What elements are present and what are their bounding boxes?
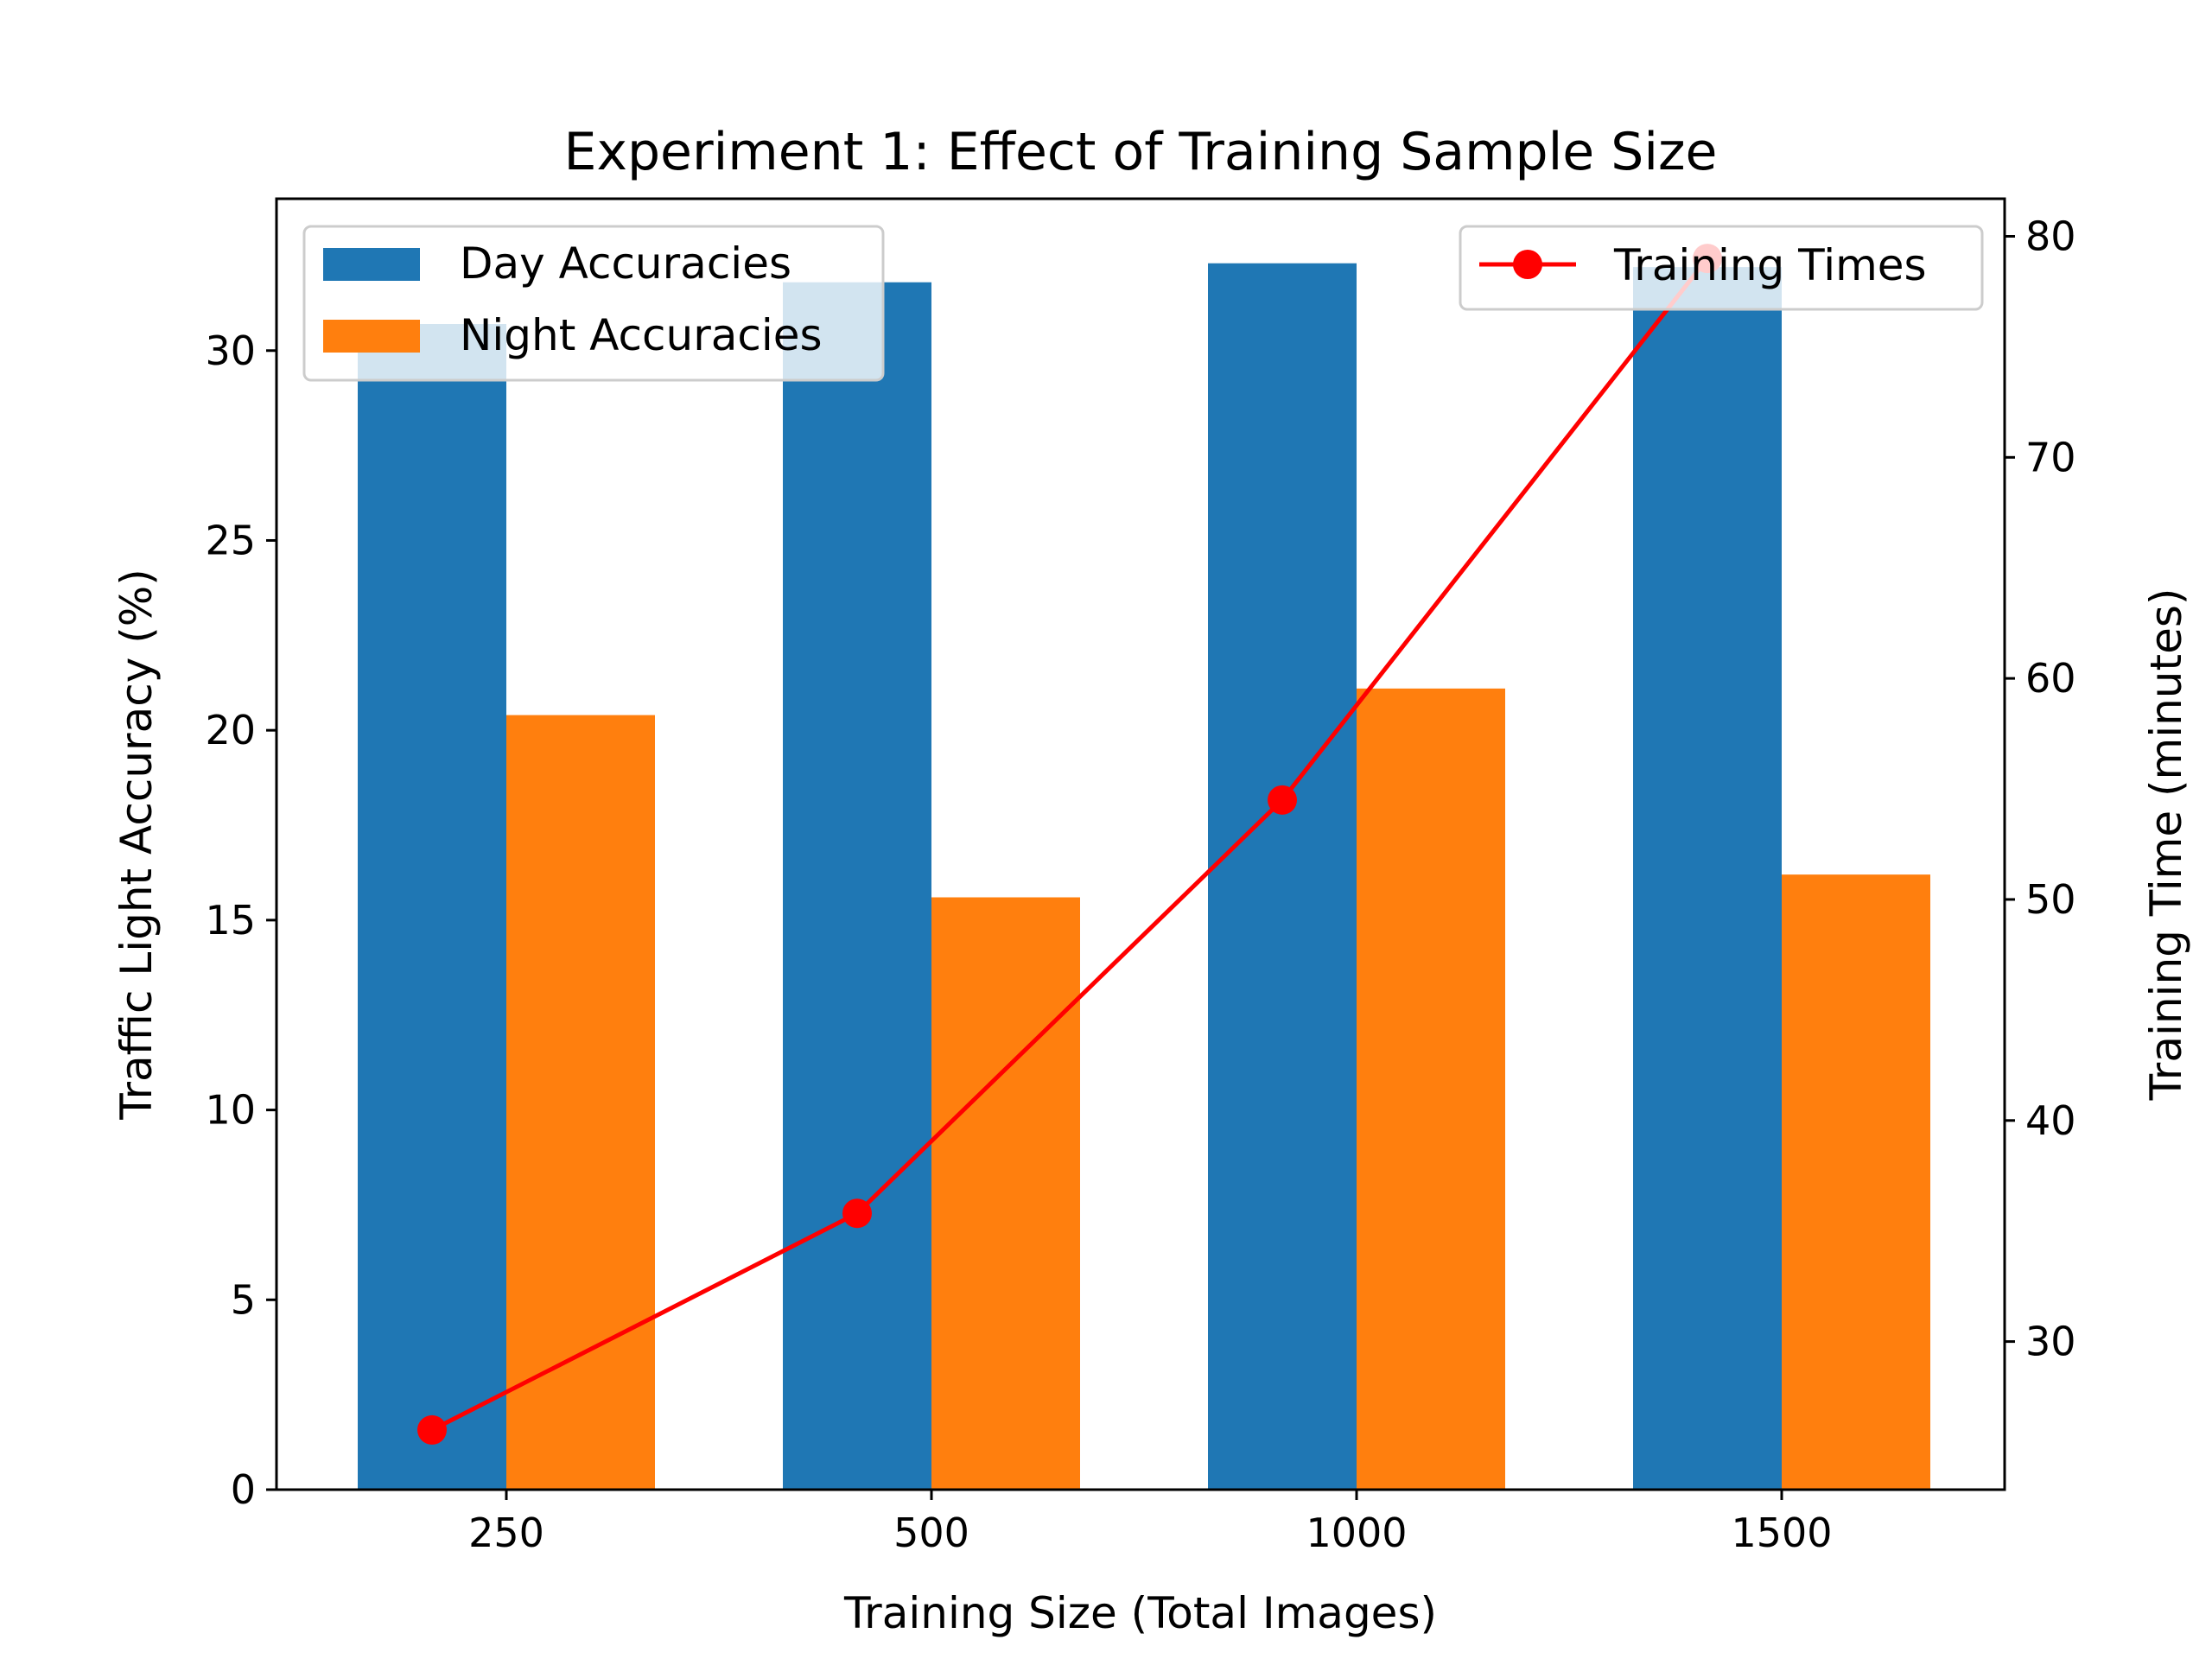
night-accuracy-bar-1500 bbox=[1782, 874, 1930, 1490]
legend-swatch bbox=[323, 320, 420, 353]
right-y-axis: 30 40 50 60 70 80 bbox=[2005, 213, 2076, 1365]
training-time-point-500 bbox=[842, 1198, 872, 1229]
day-accuracy-bar-1000 bbox=[1208, 263, 1357, 1491]
training-time-point-250 bbox=[417, 1414, 447, 1445]
legend-label: Day Accuracies bbox=[460, 238, 791, 289]
legend-label: Night Accuracies bbox=[460, 310, 823, 360]
training-times-line bbox=[430, 257, 1709, 1433]
night-accuracy-bar-1000 bbox=[1357, 688, 1505, 1490]
x-axis-label: Training Size (Total Images) bbox=[843, 1588, 1437, 1638]
y2-tick-label: 70 bbox=[2025, 434, 2076, 480]
legend-label: Training Times bbox=[1613, 240, 1927, 290]
legend-training-times: Training Times bbox=[1459, 225, 1984, 311]
x-tick-label: 1500 bbox=[1731, 1510, 1832, 1556]
y2-tick-label: 80 bbox=[2025, 213, 2076, 259]
x-tick-label: 1000 bbox=[1306, 1510, 1407, 1556]
day-accuracy-bar-1500 bbox=[1633, 267, 1782, 1490]
x-tick-label: 500 bbox=[893, 1510, 969, 1556]
y2-axis-label: Training Time (minutes) bbox=[2141, 588, 2191, 1102]
left-y-axis: 0 5 10 15 20 25 30 bbox=[205, 327, 276, 1513]
y-tick-label: 5 bbox=[231, 1276, 256, 1323]
y-axis-label: Traffic Light Accuracy (%) bbox=[111, 569, 162, 1120]
training-time-point-1000 bbox=[1268, 785, 1297, 815]
x-axis: 250 500 1000 1500 bbox=[468, 1490, 1833, 1556]
legend-box bbox=[302, 225, 885, 382]
y-tick-label: 25 bbox=[205, 517, 256, 563]
day-accuracy-bar-500 bbox=[783, 282, 931, 1490]
y2-tick-label: 60 bbox=[2025, 655, 2076, 702]
y-tick-label: 10 bbox=[205, 1087, 256, 1134]
legend-accuracies: Day Accuracies Night Accuracies bbox=[302, 225, 885, 382]
y-tick-label: 0 bbox=[231, 1466, 256, 1513]
y-tick-label: 20 bbox=[205, 707, 256, 753]
bars-layer bbox=[358, 263, 1930, 1491]
night-accuracy-bar-500 bbox=[931, 897, 1080, 1490]
y2-tick-label: 50 bbox=[2025, 876, 2076, 923]
legend-box bbox=[1459, 225, 1984, 311]
y2-tick-label: 30 bbox=[2025, 1319, 2076, 1365]
y2-tick-label: 40 bbox=[2025, 1097, 2076, 1144]
plot-frame bbox=[275, 197, 2006, 1491]
chart-title: Experiment 1: Effect of Training Sample … bbox=[564, 122, 1718, 182]
legend-marker-sample bbox=[1513, 250, 1542, 279]
legend-swatch bbox=[323, 248, 420, 281]
x-tick-label: 250 bbox=[468, 1510, 544, 1556]
y-tick-label: 15 bbox=[205, 897, 256, 944]
night-accuracy-bar-250 bbox=[506, 715, 655, 1490]
y-tick-label: 30 bbox=[205, 327, 256, 374]
day-accuracy-bar-250 bbox=[358, 324, 506, 1491]
